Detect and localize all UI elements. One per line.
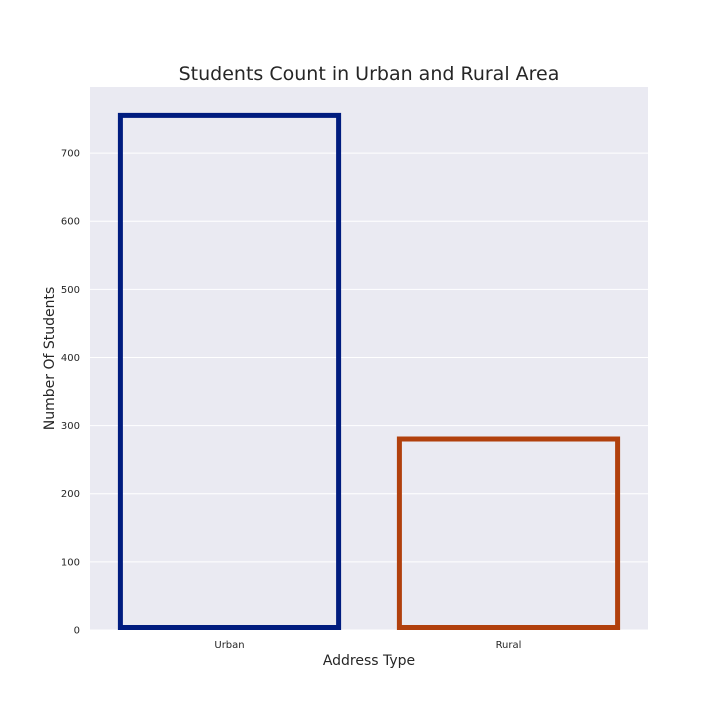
bar-rural xyxy=(396,436,621,630)
y-tick-label: 600 xyxy=(61,217,80,228)
gridlines xyxy=(90,152,648,631)
y-tick-label: 700 xyxy=(61,149,80,160)
y-tick-label: 0 xyxy=(74,626,80,637)
y-tick-label: 100 xyxy=(61,557,80,568)
x-tick-label: Rural xyxy=(496,640,522,651)
x-axis-ticks: Urban Rural xyxy=(214,640,521,651)
y-tick-label: 500 xyxy=(61,285,80,296)
chart-title: Students Count in Urban and Rural Area xyxy=(179,63,560,85)
y-axis-label: Number Of Students xyxy=(42,287,58,431)
y-axis-ticks: 0 100 200 300 400 500 600 700 xyxy=(61,149,80,637)
y-tick-label: 300 xyxy=(61,421,80,432)
y-tick-label: 200 xyxy=(61,489,80,500)
bar-urban xyxy=(117,112,342,630)
y-tick-label: 400 xyxy=(61,353,80,364)
x-tick-label: Urban xyxy=(214,640,244,651)
x-axis-label: Address Type xyxy=(323,653,415,669)
plot-area xyxy=(90,87,648,630)
bars xyxy=(117,112,621,630)
